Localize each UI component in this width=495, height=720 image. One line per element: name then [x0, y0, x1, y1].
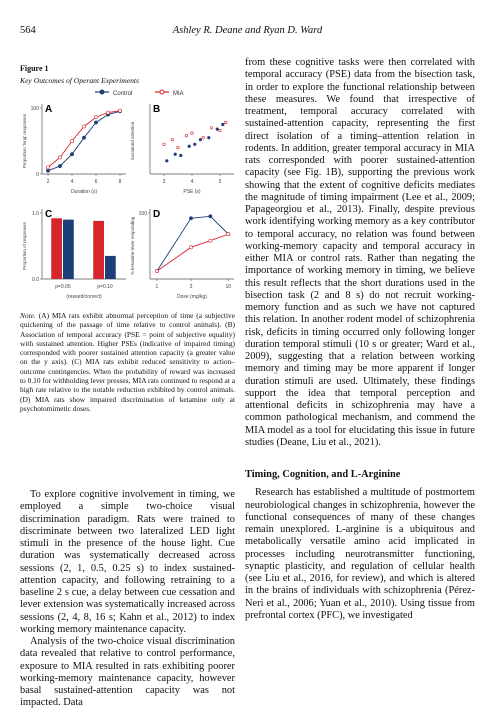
legend-marker: [99, 89, 105, 95]
legend-marker: [159, 89, 165, 95]
point: [223, 120, 228, 125]
x-tick-label: 3: [163, 179, 166, 185]
x-axis-label: Duration (s): [71, 189, 97, 195]
paragraph: Analysis of the two-choice visual discri…: [20, 636, 235, 709]
series-line: [156, 233, 229, 272]
point: [190, 131, 194, 135]
point: [46, 165, 50, 170]
point: [184, 134, 189, 138]
point: [70, 139, 74, 143]
figure-label: Figure 1: [20, 64, 49, 73]
y-tick-label: 100: [31, 106, 40, 112]
running-head: Ashley R. Deane and Ryan D. Ward: [172, 25, 323, 36]
panel-letter: C: [45, 209, 52, 220]
point: [118, 108, 122, 113]
point: [208, 238, 213, 243]
point: [189, 216, 193, 221]
point: [94, 115, 98, 120]
panel: A Duration (s) Proportion 'long' responses…: [22, 104, 126, 195]
bar: [63, 219, 74, 279]
x-tick-label: p=0.05: [55, 284, 71, 290]
y-axis-label: Proportion of responses: [22, 221, 27, 270]
panel: D Dose (mg/kg) % ketamine-lever responding…: [130, 209, 234, 300]
paragraph: Research has established a multitude of …: [245, 487, 475, 621]
point: [170, 138, 175, 142]
x-tick-label: 2: [47, 179, 50, 185]
x-axis-label: Dose (mg/kg): [177, 294, 207, 300]
x-tick-label: 10: [226, 284, 232, 290]
page-number: 564: [20, 25, 36, 36]
point: [162, 142, 166, 146]
bar: [105, 255, 116, 279]
section-heading: Timing, Cognition, and L-Arginine: [245, 469, 401, 480]
y-tick-label: 0: [36, 172, 39, 178]
x-axis-label: PSE (s): [183, 189, 201, 195]
x-tick-label: 5: [219, 179, 222, 185]
point: [193, 142, 197, 146]
x-tick-label: 4: [191, 179, 194, 185]
x-tick-label: 6: [95, 179, 98, 185]
x-tick-label: 8: [119, 179, 122, 185]
point: [165, 159, 169, 163]
y-tick-label: 0.0: [32, 277, 39, 283]
bar: [93, 220, 104, 279]
left-column: To explore cognitive involvement in timi…: [20, 489, 235, 710]
point: [198, 138, 202, 142]
paragraph: To explore cognitive involvement in timi…: [20, 489, 235, 635]
point: [209, 126, 214, 130]
y-axis-label: Sustained attention: [130, 121, 135, 160]
legend-label: MIA: [173, 91, 184, 97]
y-tick-label: 1.0: [32, 211, 39, 217]
panel-letter: A: [45, 104, 52, 115]
panel-letter: B: [153, 104, 160, 115]
point: [218, 128, 222, 133]
x-tick-label: 3: [190, 284, 193, 290]
point: [94, 120, 98, 125]
panel: B PSE (s) Sustained attention 3 4 5: [130, 104, 234, 195]
caption-text: (A) MIA rats exhibit abnormal perception…: [20, 311, 235, 413]
panel-letter: D: [153, 209, 160, 220]
bar: [51, 218, 62, 279]
x-axis-label: (reward/correct): [66, 294, 102, 300]
y-axis-label: Proportion 'long' responses: [22, 113, 27, 168]
panel: C (reward/correct) Proportion of responses…: [22, 209, 126, 300]
point: [215, 127, 219, 131]
y-tick-label: 100: [139, 211, 148, 217]
point: [226, 232, 231, 237]
paragraph: from these cognitive tasks were then cor…: [245, 57, 475, 448]
x-tick-label: 4: [71, 179, 74, 185]
figure-caption: Note. (A) MIA rats exhibit abnormal perc…: [20, 311, 235, 413]
point: [58, 164, 62, 168]
point: [221, 122, 225, 127]
point: [82, 124, 86, 129]
point: [201, 136, 205, 140]
point: [46, 168, 50, 173]
point: [189, 245, 193, 250]
x-tick-label: p=0.10: [97, 284, 113, 290]
point: [207, 136, 211, 140]
point: [106, 110, 110, 115]
legend-label: Control: [113, 91, 132, 97]
y-axis-label: % ketamine-lever responding: [130, 216, 135, 275]
series-line: [47, 110, 121, 172]
series-line: [156, 215, 229, 272]
legend: Control MIA: [95, 89, 184, 97]
caption-label: Note.: [20, 311, 36, 320]
point: [155, 269, 159, 273]
x-tick-label: 1: [156, 284, 159, 290]
right-column: from these cognitive tasks were then cor…: [245, 57, 475, 622]
point: [176, 145, 180, 150]
figure-title: Key Outcomes of Operant Experiments: [20, 76, 139, 85]
point: [179, 153, 183, 158]
point: [208, 214, 213, 219]
point: [70, 152, 74, 157]
point: [58, 155, 62, 160]
point: [187, 144, 191, 148]
point: [82, 135, 86, 140]
point: [173, 152, 177, 156]
